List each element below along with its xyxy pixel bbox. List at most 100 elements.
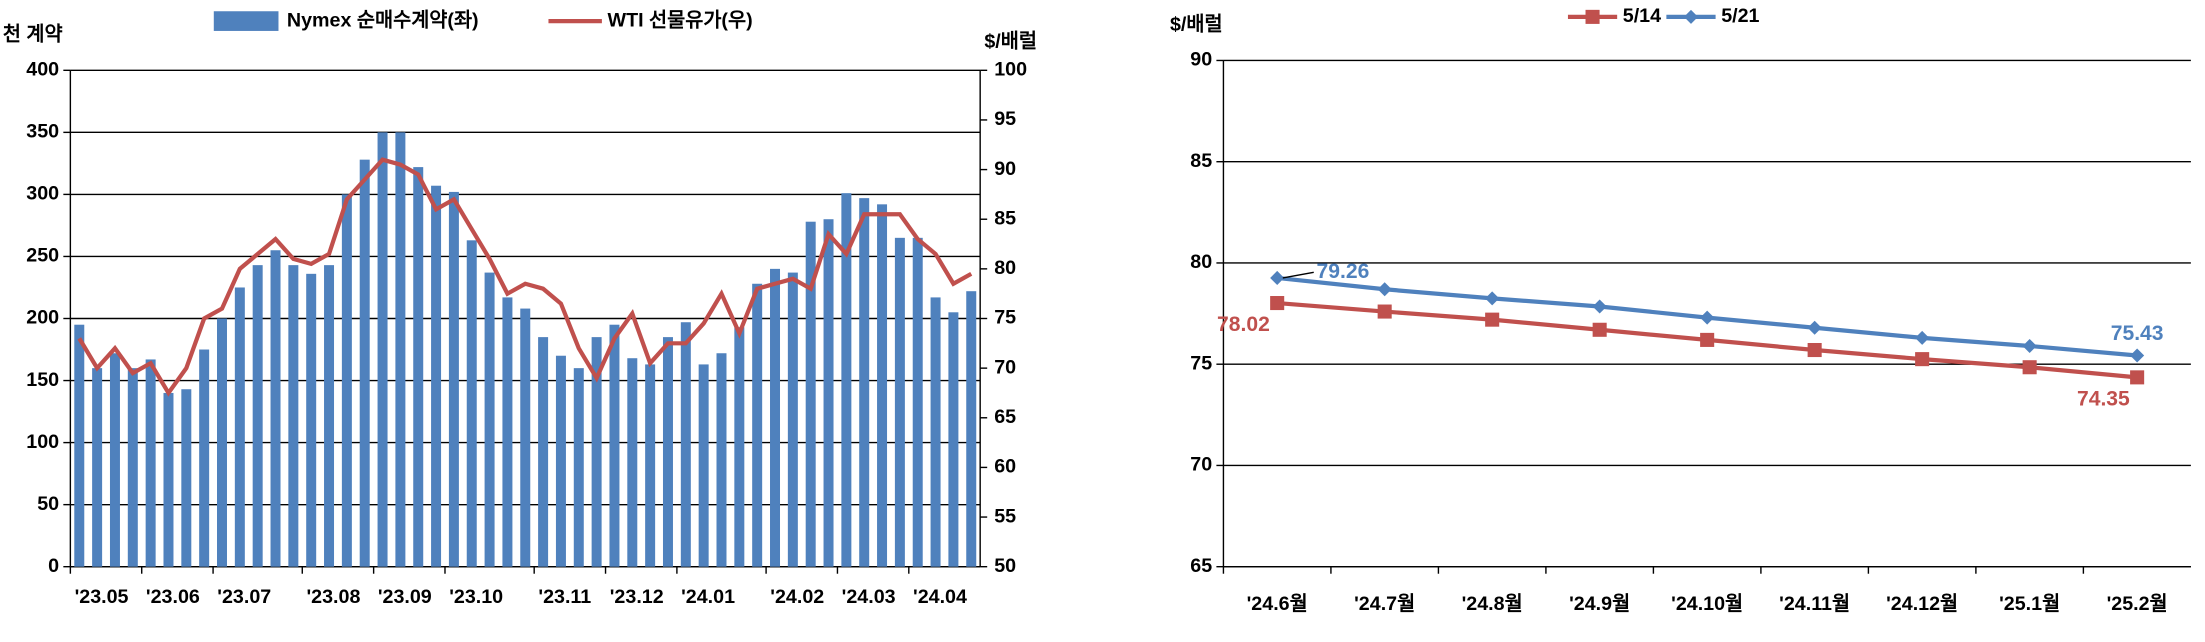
value-label: 78.02 xyxy=(1217,313,1270,336)
legend-label: WTI 선물유가(우) xyxy=(608,9,753,31)
bar xyxy=(502,297,513,567)
y2-tick-label: 70 xyxy=(994,356,1016,378)
y2-tick-label: 55 xyxy=(994,505,1016,527)
marker xyxy=(1485,312,1500,327)
marker xyxy=(1700,310,1715,325)
x-tick-label: '24.12월 xyxy=(1886,593,1958,615)
legend-label: 5/21 xyxy=(1721,5,1759,27)
bar xyxy=(520,308,531,567)
legend-swatch xyxy=(213,11,279,31)
bar xyxy=(270,250,281,567)
x-tick-label: '23.05 xyxy=(75,586,129,608)
bar xyxy=(680,322,691,567)
bar xyxy=(538,337,549,567)
marker xyxy=(2022,338,2037,354)
marker xyxy=(1270,270,1285,285)
marker xyxy=(1592,299,1607,314)
value-label: 75.43 xyxy=(2111,322,2164,345)
bar xyxy=(877,204,888,567)
y2-tick-label: 95 xyxy=(994,108,1016,130)
x-tick-label: '24.04 xyxy=(913,586,967,608)
y-tick-label: 300 xyxy=(26,183,59,205)
y-tick-label: 250 xyxy=(26,245,59,267)
line xyxy=(77,157,973,397)
bar xyxy=(217,318,227,567)
x-tick-label: '25.2월 xyxy=(2107,593,2168,615)
y2-tick-label: 100 xyxy=(994,59,1027,81)
marker xyxy=(1377,304,1392,319)
bar xyxy=(92,368,103,567)
y-tick-label: 65 xyxy=(1190,555,1212,577)
y-tick-label: 0 xyxy=(48,555,59,577)
bar xyxy=(145,359,156,567)
x-tick-label: '24.11월 xyxy=(1779,593,1850,615)
bar xyxy=(324,265,335,567)
marker xyxy=(1683,9,1699,24)
x-tick-label: '23.07 xyxy=(217,586,271,608)
x-tick-label: '23.06 xyxy=(146,586,200,608)
bar xyxy=(359,159,370,567)
bar xyxy=(109,353,120,567)
marker xyxy=(1485,291,1500,306)
y-tick-label: 75 xyxy=(1190,352,1212,374)
y2-tick-label: 90 xyxy=(994,158,1016,180)
bar xyxy=(466,240,477,567)
y2-tick-label: 85 xyxy=(994,207,1016,229)
x-tick-label: '24.01 xyxy=(681,586,735,608)
bar xyxy=(805,221,816,567)
y-tick-label: 100 xyxy=(26,431,59,453)
bar xyxy=(395,132,406,567)
bar xyxy=(930,297,941,567)
x-tick-label: '25.1월 xyxy=(1999,593,2060,615)
y-tick-label: 50 xyxy=(37,493,59,515)
x-tick-label: '24.7월 xyxy=(1354,593,1415,615)
legend-label: Nymex 순매수계약(좌) xyxy=(287,9,479,31)
bar xyxy=(912,237,923,567)
y2-tick-label: 60 xyxy=(994,456,1016,478)
bar xyxy=(448,191,459,567)
bar xyxy=(609,324,620,567)
legend-label: 5/14 xyxy=(1623,5,1661,27)
marker xyxy=(1377,282,1392,297)
bar xyxy=(841,193,852,567)
bar xyxy=(341,194,352,567)
y2-tick-label: 80 xyxy=(994,257,1016,279)
bar xyxy=(662,337,673,567)
marker xyxy=(1915,330,1930,345)
y-tick-label: 200 xyxy=(26,307,59,329)
bar xyxy=(787,272,798,567)
x-tick-label: '23.10 xyxy=(449,586,503,608)
x-tick-label: '23.12 xyxy=(610,586,664,608)
bar xyxy=(306,273,317,567)
bar xyxy=(823,219,834,567)
y2-axis-title: $/배럴 xyxy=(984,30,1037,52)
y-axis-title: $/배럴 xyxy=(1170,14,1223,36)
bar xyxy=(770,268,781,567)
marker xyxy=(1585,9,1600,24)
x-tick-label: '24.10월 xyxy=(1671,593,1743,615)
y-tick-label: 90 xyxy=(1190,49,1212,71)
bar xyxy=(555,355,566,567)
bar xyxy=(484,272,495,567)
leader-line xyxy=(1282,271,1314,279)
x-tick-label: '24.03 xyxy=(842,586,896,608)
value-label: 74.35 xyxy=(2077,387,2130,410)
x-tick-label: '23.09 xyxy=(378,586,432,608)
bar xyxy=(645,364,656,567)
bar xyxy=(252,265,263,567)
bar xyxy=(377,132,388,567)
marker xyxy=(1915,352,1930,367)
bar xyxy=(413,167,424,567)
bar xyxy=(181,389,192,567)
y2-tick-label: 75 xyxy=(994,307,1016,329)
bar xyxy=(573,368,584,567)
x-tick-label: '24.8월 xyxy=(1462,593,1523,615)
x-tick-label: '23.08 xyxy=(306,586,360,608)
bar xyxy=(859,198,870,567)
bar xyxy=(234,287,245,567)
bar xyxy=(163,392,174,567)
y-tick-label: 400 xyxy=(26,59,59,81)
y-tick-label: 150 xyxy=(26,369,59,391)
bar xyxy=(716,353,727,567)
y-tick-label: 70 xyxy=(1190,454,1212,476)
